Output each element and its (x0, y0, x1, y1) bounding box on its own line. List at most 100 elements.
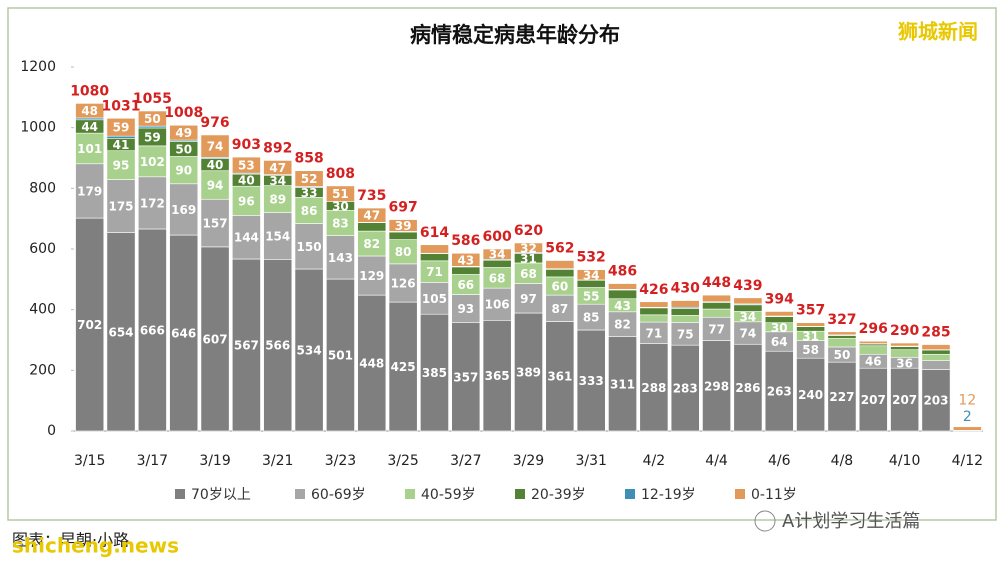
bar-segment (733, 297, 763, 305)
segment-label: 89 (269, 193, 286, 207)
bar-segment (326, 235, 355, 280)
bar-segment (890, 349, 920, 358)
segment-label: 102 (140, 155, 165, 169)
legend-swatch (625, 489, 635, 499)
segment-label: 389 (516, 366, 541, 380)
segment-label: 106 (485, 298, 510, 312)
bar-segment (827, 331, 857, 336)
segment-label: 203 (923, 394, 948, 408)
bar-segment (733, 343, 763, 432)
bar-segment (263, 212, 293, 260)
segment-label: 39 (395, 219, 412, 233)
bar-segment (200, 246, 230, 432)
bar-segment (137, 145, 167, 178)
segment-label: 207 (892, 393, 917, 407)
segment-label: 32 (520, 241, 537, 255)
bar-segment (482, 319, 512, 432)
segment-label: 286 (735, 381, 760, 395)
bar-segment (263, 160, 293, 175)
segment-label: 44 (81, 120, 98, 134)
segment-label: 97 (520, 292, 537, 306)
bar-segment (670, 308, 700, 316)
bar-segment (106, 135, 136, 139)
segment-label: 93 (457, 302, 474, 316)
segment-label: 654 (108, 325, 133, 339)
segment-label: 385 (422, 366, 447, 380)
total-label: 892 (263, 140, 292, 156)
legend-label: 0-11岁 (751, 487, 797, 503)
bar-segment (514, 312, 543, 432)
total-label: 562 (545, 241, 574, 257)
x-tick-label: 3/25 (387, 453, 418, 469)
total-label: 327 (827, 312, 856, 328)
segment-label: 94 (207, 178, 224, 192)
segment-label: 75 (677, 327, 694, 341)
segment-label: 283 (673, 382, 698, 396)
segment-label: 50 (834, 348, 851, 362)
bar-segment (670, 300, 700, 308)
bar-segment (764, 350, 794, 432)
segment-label: 31 (802, 329, 819, 343)
segment-label: 34 (489, 248, 506, 262)
bar-segment (420, 313, 449, 432)
y-tick-label: 400 (29, 302, 56, 318)
segment-label: 150 (297, 240, 322, 254)
bar-segment (420, 253, 449, 262)
bar-segment (106, 150, 136, 180)
total-label: 394 (765, 291, 794, 307)
bar-segment (169, 183, 199, 236)
segment-label: 68 (520, 267, 537, 281)
segment-label: 74 (207, 140, 224, 154)
bar-segment (106, 232, 136, 432)
x-tick-label: 4/8 (831, 453, 854, 469)
bar-segment (200, 134, 230, 158)
segment-label: 157 (203, 217, 228, 231)
bar-segment (357, 255, 387, 296)
total-label: 430 (671, 281, 700, 297)
bar-segment (231, 185, 261, 216)
bar-segment (263, 259, 293, 432)
total-label: 1008 (164, 105, 203, 121)
bar-segment (576, 269, 606, 281)
x-tick-label: 3/31 (575, 453, 606, 469)
bar-segment (357, 222, 387, 232)
segment-label: 90 (175, 164, 192, 178)
segment-label: 50 (144, 112, 161, 126)
segment-label: 365 (485, 369, 510, 383)
legend-label: 40-59岁 (421, 487, 476, 503)
bar-segment (670, 344, 700, 432)
bar-segment (420, 282, 449, 315)
segment-label: 36 (896, 356, 913, 370)
total-label: 486 (608, 264, 637, 280)
x-tick-label: 3/15 (74, 453, 105, 469)
bar-segment (169, 234, 199, 432)
bar-segment (75, 163, 105, 219)
bar-segment (326, 278, 355, 432)
bar-segment (106, 179, 136, 233)
bar-segment (545, 321, 575, 432)
bar-segment (231, 156, 261, 174)
segment-label: 501 (328, 349, 353, 363)
segment-label: 263 (767, 385, 792, 399)
segment-label: 448 (359, 357, 384, 371)
segment-label: 425 (391, 360, 416, 374)
x-tick-label: 4/6 (768, 453, 791, 469)
segment-label: 43 (614, 299, 631, 313)
total-label: 586 (451, 233, 480, 249)
segment-label: 34 (740, 310, 757, 324)
segment-label: 50 (175, 142, 192, 156)
total-label: 620 (514, 223, 543, 239)
bar-segment (357, 294, 387, 432)
segment-label: 144 (234, 231, 259, 245)
bar-segment (576, 303, 606, 331)
bar-segment (545, 294, 575, 322)
total-label: 697 (389, 200, 418, 216)
segment-label: 52 (301, 172, 318, 186)
segment-label: 86 (301, 204, 318, 218)
bar-segment (670, 315, 700, 323)
segment-label: 60 (551, 280, 568, 294)
segment-label: 87 (551, 302, 568, 316)
segment-label: 105 (422, 292, 447, 306)
segment-label: 82 (614, 318, 631, 332)
bar-segment (451, 294, 481, 324)
